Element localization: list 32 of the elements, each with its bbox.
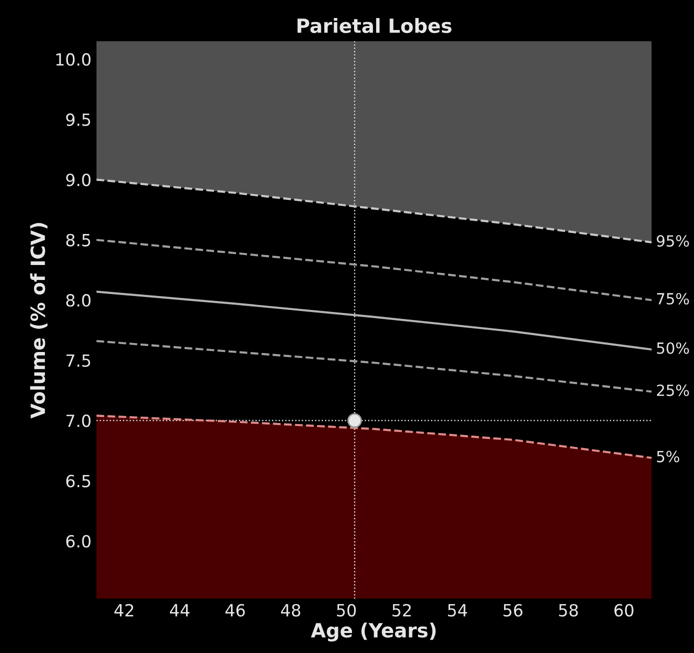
y-tick-label: 10.0 xyxy=(56,53,90,66)
x-tick-label: 42 xyxy=(114,604,134,616)
line-series xyxy=(96,414,652,459)
series-label: 95% xyxy=(656,235,689,247)
line-series xyxy=(96,340,652,393)
y-tick-label: 7.0 xyxy=(66,414,90,428)
series-label: 50% xyxy=(657,342,689,354)
x-tick-label: 44 xyxy=(170,604,190,616)
line-series xyxy=(96,178,652,244)
y-tick-label: 7.5 xyxy=(66,354,90,367)
series-label: 5% xyxy=(657,450,680,462)
y-tick-label: 8.0 xyxy=(66,294,90,307)
x-tick-label: 52 xyxy=(392,604,411,617)
series-label: 25% xyxy=(656,384,689,396)
x-tick-label: 46 xyxy=(225,604,245,617)
y-tick-label: 9.0 xyxy=(66,174,90,186)
y-axis-title: Volume (% of ICV) xyxy=(30,223,48,418)
y-tick-label: 6.0 xyxy=(66,534,90,548)
x-tick-label: 60 xyxy=(614,604,634,617)
line-series xyxy=(96,290,652,351)
line-series xyxy=(96,238,652,302)
y-tick-label: 6.5 xyxy=(66,474,90,488)
x-tick-label: 58 xyxy=(559,604,578,617)
x-tick-label: 50 xyxy=(336,604,356,617)
x-tick-label: 54 xyxy=(448,604,468,617)
x-tick-label: 48 xyxy=(280,604,300,617)
chart-title: Parietal Lobes xyxy=(298,18,452,34)
y-tick-label: 9.5 xyxy=(66,113,90,126)
series-label: 75% xyxy=(657,292,689,305)
x-tick-label: 56 xyxy=(504,604,522,617)
x-axis-title: Age (Years) xyxy=(310,622,436,642)
y-tick-label: 8.5 xyxy=(66,234,90,246)
